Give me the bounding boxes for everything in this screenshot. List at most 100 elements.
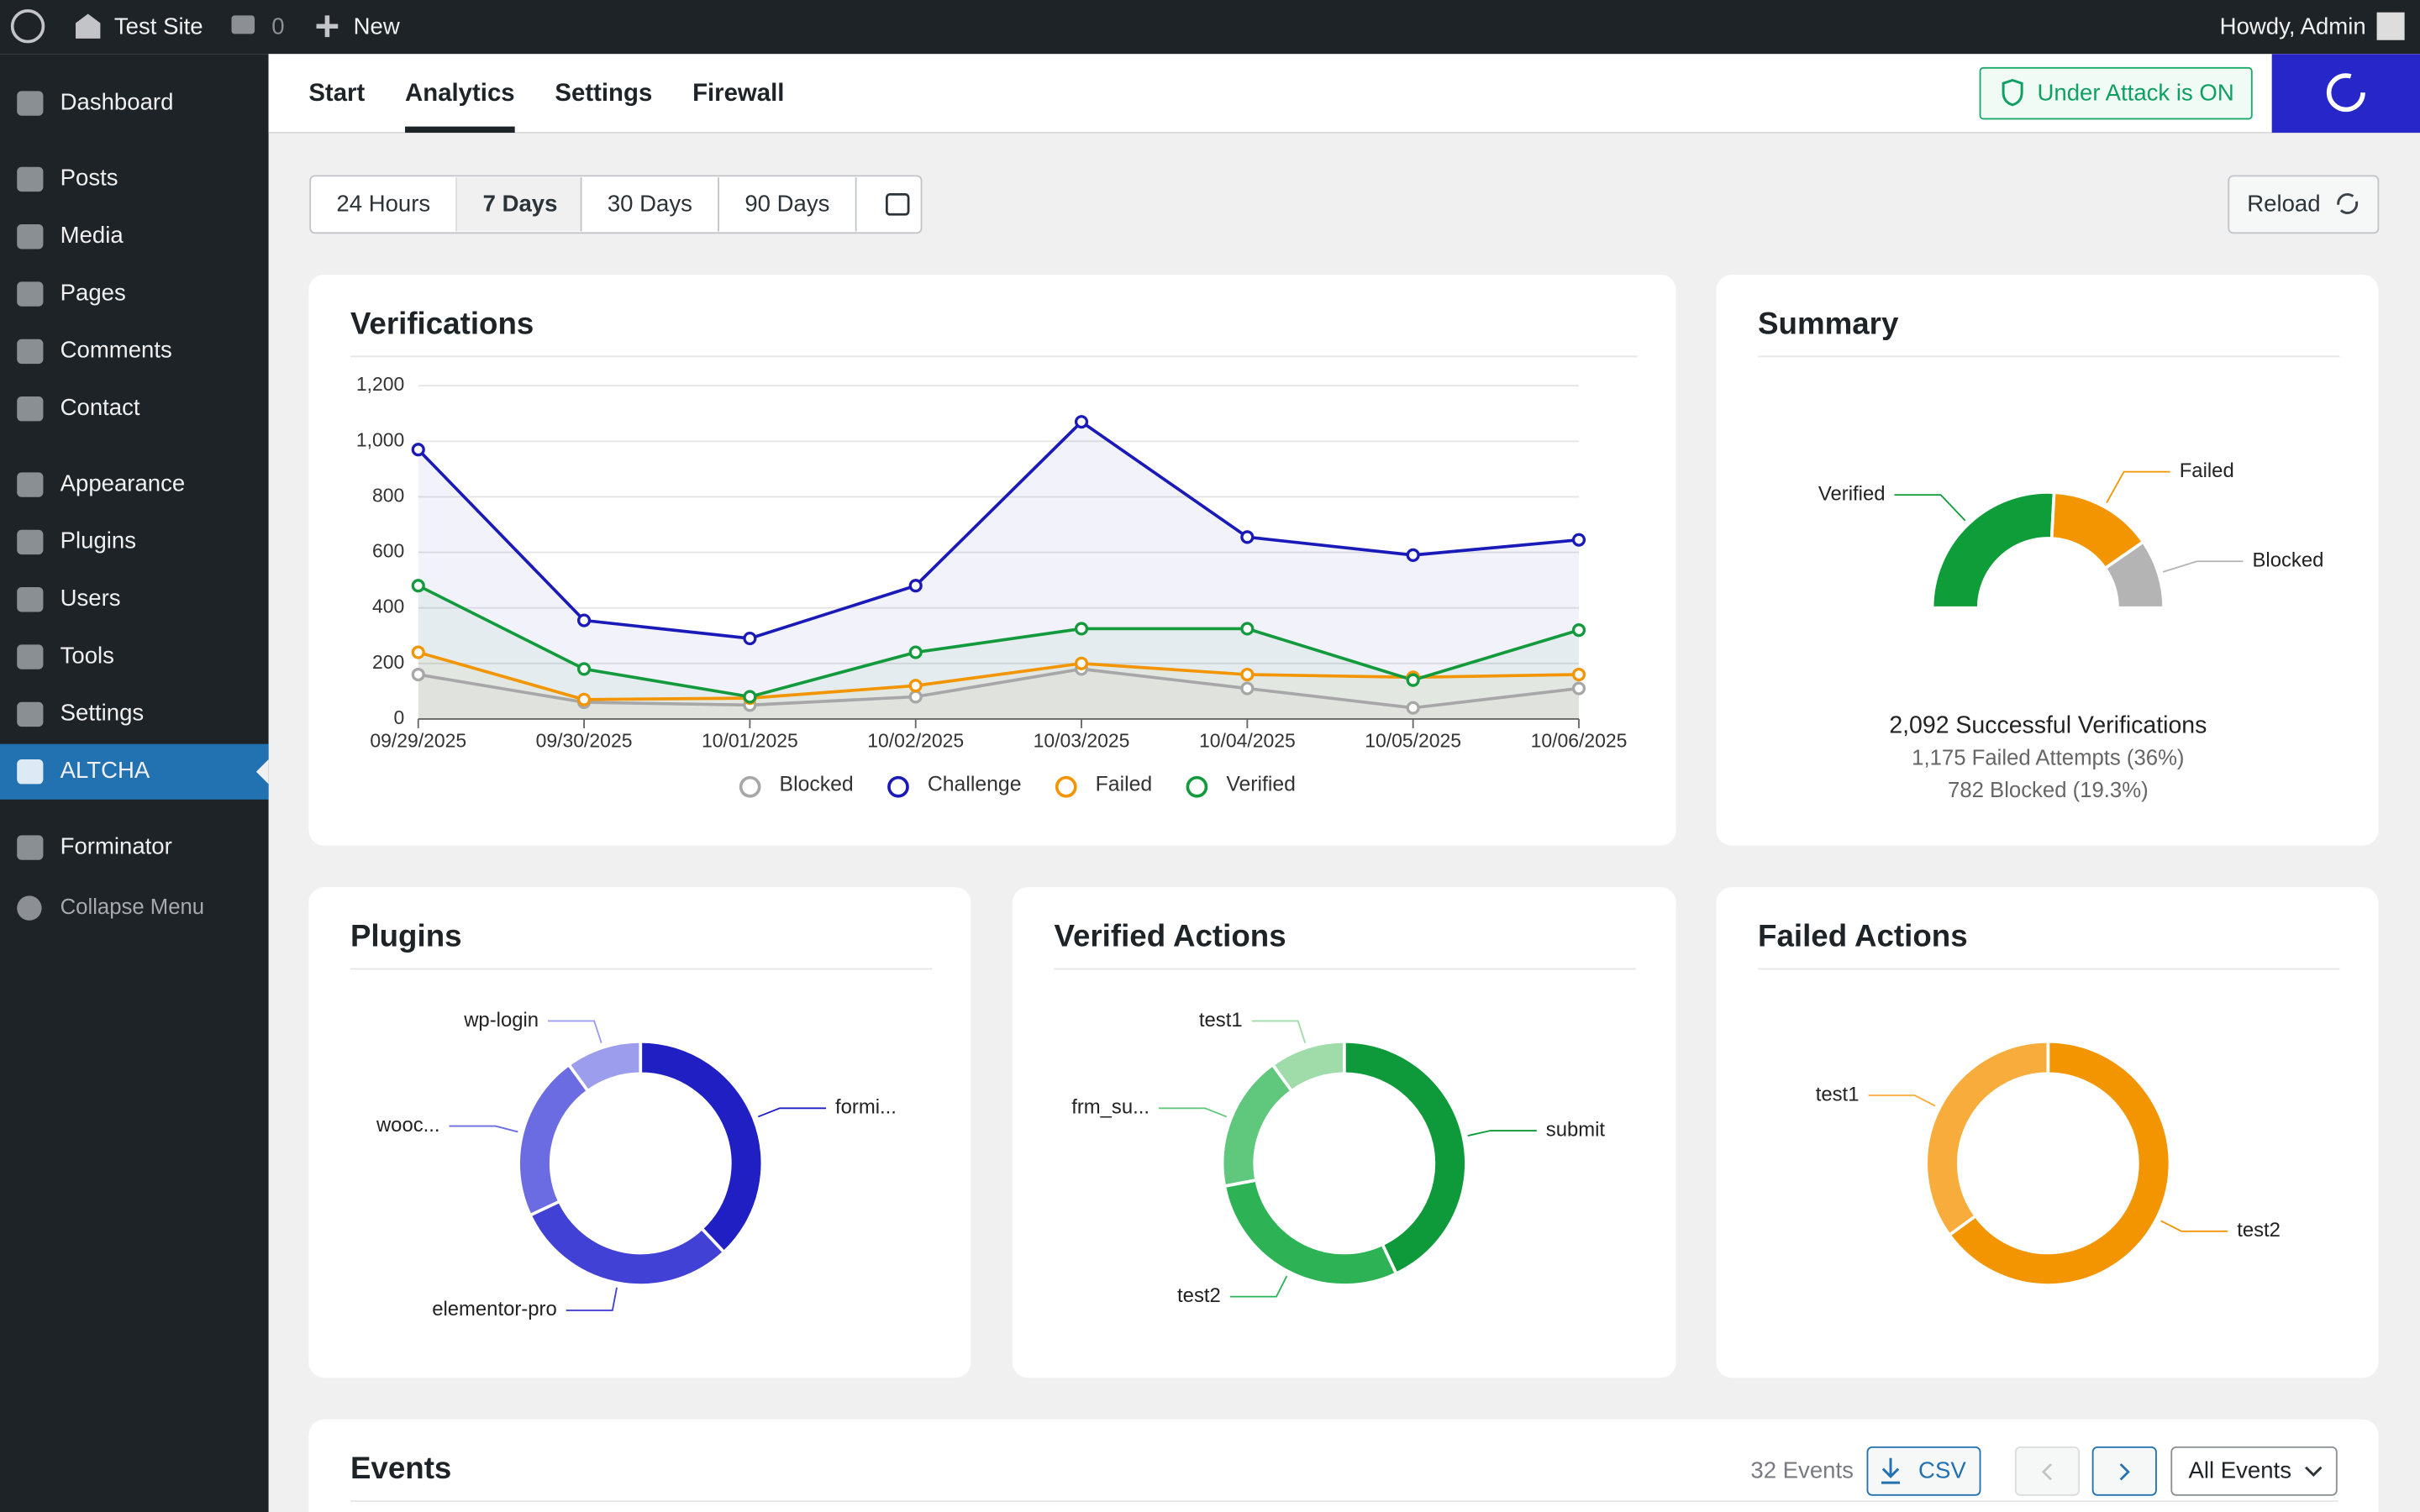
tab[interactable]: Settings — [555, 79, 652, 107]
data-point[interactable] — [1574, 534, 1585, 545]
legend-marker[interactable] — [889, 778, 908, 796]
data-point[interactable] — [910, 647, 921, 658]
menu-icon — [17, 530, 43, 554]
menu-icon — [17, 224, 43, 249]
range-button[interactable]: 90 Days — [744, 191, 829, 217]
segment-label: Blocked — [2253, 549, 2324, 572]
menu-item[interactable]: Comments — [60, 337, 172, 363]
tab[interactable]: Analytics — [405, 79, 515, 107]
menu-item[interactable]: Posts — [60, 165, 118, 191]
legend-label[interactable]: Blocked — [780, 773, 854, 795]
range-button[interactable]: 24 Hours — [336, 191, 430, 217]
segment-label: test1 — [1199, 1009, 1243, 1032]
greeting[interactable]: Howdy, Admin — [2220, 13, 2366, 39]
avatar[interactable] — [2377, 13, 2405, 40]
data-point[interactable] — [413, 444, 424, 455]
summary-line: 1,175 Failed Attempts (36%) — [1912, 746, 2184, 769]
segment-label: Failed — [2180, 459, 2234, 482]
collapse-icon — [17, 895, 41, 920]
data-point[interactable] — [1574, 669, 1585, 680]
segment-label: formi... — [835, 1096, 897, 1119]
site-name[interactable]: Test Site — [114, 13, 203, 39]
data-point[interactable] — [1242, 532, 1253, 543]
data-point[interactable] — [579, 615, 590, 626]
data-point[interactable] — [1076, 658, 1087, 669]
menu-item[interactable]: ALTCHA — [60, 757, 150, 783]
data-point[interactable] — [1407, 675, 1418, 685]
menu-icon — [17, 339, 43, 364]
data-point[interactable] — [579, 694, 590, 705]
segment-label: wooc... — [376, 1114, 440, 1137]
card-title: Failed Actions — [1758, 918, 1968, 953]
legend-marker[interactable] — [1187, 778, 1206, 796]
data-point[interactable] — [744, 633, 755, 644]
summary-line: 782 Blocked (19.3%) — [1948, 779, 2149, 802]
data-point[interactable] — [1242, 623, 1253, 634]
menu-item[interactable]: Settings — [60, 700, 145, 726]
comment-count[interactable]: 0 — [271, 13, 284, 39]
range-button[interactable]: 7 Days — [483, 191, 558, 217]
card-title: Verified Actions — [1054, 918, 1286, 953]
menu-icon — [17, 835, 43, 859]
data-point[interactable] — [910, 580, 921, 591]
data-point[interactable] — [910, 680, 921, 691]
y-tick-label: 200 — [372, 651, 404, 673]
legend-marker[interactable] — [1057, 778, 1076, 796]
filter-label: All Events — [2188, 1457, 2291, 1483]
legend-label[interactable]: Challenge — [928, 773, 1022, 795]
reload-label[interactable]: Reload — [2247, 191, 2320, 217]
menu-item[interactable]: Users — [60, 585, 121, 611]
menu-item[interactable]: Pages — [60, 279, 126, 305]
menu-icon — [17, 396, 43, 421]
tab[interactable]: Firewall — [692, 79, 784, 107]
data-point[interactable] — [744, 691, 755, 702]
altcha-button[interactable] — [2272, 54, 2420, 133]
status-text[interactable]: Under Attack is ON — [2037, 79, 2233, 105]
data-point[interactable] — [1242, 683, 1253, 694]
menu-item[interactable]: Plugins — [60, 528, 136, 554]
menu-item[interactable]: Contact — [60, 394, 140, 420]
range-button[interactable]: 30 Days — [608, 191, 692, 217]
data-point[interactable] — [1574, 625, 1585, 636]
data-point[interactable] — [1407, 549, 1418, 560]
data-point[interactable] — [1076, 623, 1087, 634]
card-title: Verifications — [350, 306, 534, 340]
menu-icon — [17, 702, 43, 727]
segment-label: test1 — [1816, 1083, 1860, 1105]
data-point[interactable] — [413, 669, 424, 680]
data-point[interactable] — [413, 647, 424, 658]
segment-label: frm_su... — [1071, 1096, 1150, 1119]
data-point[interactable] — [413, 580, 424, 591]
x-tick-label: 10/06/2025 — [1531, 730, 1628, 752]
comment-icon[interactable] — [232, 15, 255, 34]
legend-label[interactable]: Verified — [1226, 773, 1296, 795]
segment-label: wp-login — [463, 1009, 539, 1032]
data-point[interactable] — [1574, 683, 1585, 694]
y-tick-label: 800 — [372, 484, 404, 506]
x-tick-label: 10/05/2025 — [1365, 730, 1461, 752]
menu-icon — [17, 759, 43, 784]
new-link[interactable]: New — [354, 13, 400, 39]
legend-marker[interactable] — [741, 778, 760, 796]
menu-icon — [17, 472, 43, 496]
data-point[interactable] — [1242, 669, 1253, 680]
next-button[interactable] — [2093, 1447, 2156, 1495]
csv-label: CSV — [1918, 1457, 1966, 1483]
x-tick-label: 10/04/2025 — [1199, 730, 1296, 752]
menu-item[interactable]: Tools — [60, 642, 114, 668]
data-point[interactable] — [1407, 702, 1418, 713]
x-tick-label: 10/01/2025 — [702, 730, 798, 752]
collapse-menu[interactable]: Collapse Menu — [60, 895, 204, 919]
prev-button[interactable] — [2016, 1447, 2079, 1495]
menu-item[interactable]: Forminator — [60, 832, 172, 858]
menu-item[interactable]: Dashboard — [60, 88, 174, 114]
legend-label[interactable]: Failed — [1096, 773, 1153, 795]
menu-icon — [17, 281, 43, 306]
segment-label: test2 — [2237, 1219, 2281, 1242]
data-point[interactable] — [1076, 417, 1087, 428]
menu-item[interactable]: Media — [60, 222, 124, 248]
data-point[interactable] — [910, 691, 921, 702]
menu-item[interactable]: Appearance — [60, 470, 186, 496]
data-point[interactable] — [579, 664, 590, 675]
tab[interactable]: Start — [308, 79, 365, 107]
